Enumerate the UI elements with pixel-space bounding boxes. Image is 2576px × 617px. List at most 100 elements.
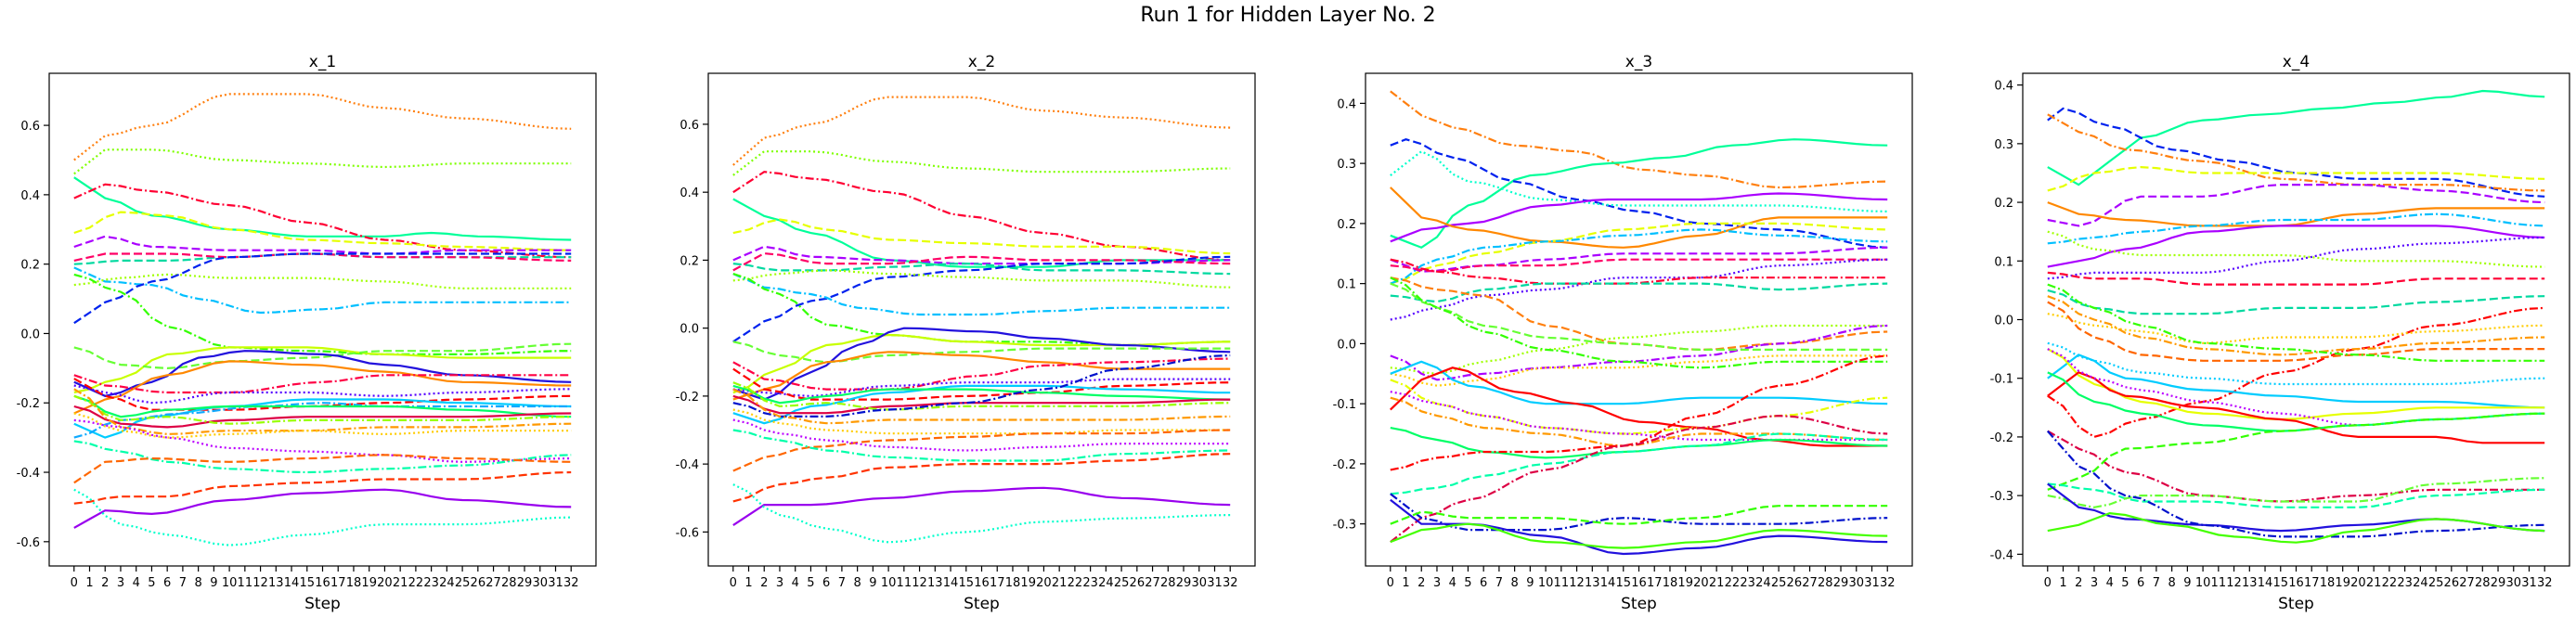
- series-line-28: [2047, 482, 2545, 533]
- x-tick-label: 20: [2350, 576, 2366, 590]
- panel-title: x_3: [1625, 53, 1652, 71]
- y-tick-label: -0.1: [1990, 373, 2013, 387]
- x-tick-label: 11: [2211, 576, 2227, 590]
- series-line-15: [732, 341, 1231, 364]
- x-tick-label: 17: [990, 576, 1005, 590]
- x-tick-label: 10: [1538, 576, 1554, 590]
- x-tick-label: 32: [2537, 576, 2553, 590]
- x-tick-label: 1: [1402, 576, 1409, 590]
- x-tick-label: 7: [2153, 576, 2160, 590]
- series-line-30: [1390, 505, 1888, 525]
- x-axis-label: Step: [1621, 595, 1657, 613]
- series-line-16: [732, 351, 1231, 401]
- series-line-1: [732, 96, 1231, 166]
- series-line-30: [732, 453, 1231, 503]
- x-tick-label: 15: [1615, 576, 1631, 590]
- x-tick-label: 10: [2195, 576, 2211, 590]
- x-tick-label: 1: [744, 576, 752, 590]
- x-tick-label: 7: [1495, 576, 1503, 590]
- x-tick-label: 0: [730, 576, 737, 590]
- series-line-23: [73, 405, 572, 429]
- x-tick-label: 6: [822, 576, 830, 590]
- x-tick-label: 18: [346, 576, 362, 590]
- x-tick-label: 16: [1631, 576, 1647, 590]
- series-line-22: [73, 394, 572, 418]
- x-tick-label: 23: [1740, 576, 1755, 590]
- x-tick-label: 15: [299, 576, 315, 590]
- y-tick-label: 0.0: [1337, 338, 1356, 352]
- x-tick-label: 5: [2121, 576, 2129, 590]
- series-line-24: [2047, 430, 2545, 503]
- x-tick-label: 23: [423, 576, 439, 590]
- series-line-12: [2047, 289, 2545, 315]
- chart-panel-4: -0.4-0.3-0.2-0.10.00.10.20.30.40 1 2 3 4 5 6 7 8…: [1990, 53, 2570, 613]
- series-line-18: [2047, 353, 2545, 409]
- series-line-20: [2047, 348, 2545, 421]
- chart-panel-3: -0.3-0.2-0.10.00.10.20.30.40 1 2 3 4 5 6 7 8 9 10 1…: [1333, 53, 1913, 613]
- series-line-26: [732, 408, 1231, 435]
- y-tick-label: -0.4: [17, 467, 40, 481]
- y-tick-label: 0.6: [680, 119, 699, 133]
- x-tick-label: 17: [1647, 576, 1663, 590]
- series-line-7: [732, 262, 1231, 276]
- series-line-4: [2047, 165, 2545, 192]
- series-line-8: [73, 252, 572, 262]
- series-line-14: [732, 327, 1231, 401]
- x-tick-label: 21: [393, 576, 408, 590]
- x-tick-label: 26: [1787, 576, 1803, 590]
- x-tick-label: 19: [361, 576, 377, 590]
- x-tick-label: 4: [133, 576, 140, 590]
- y-tick-label: 0.2: [1337, 218, 1356, 232]
- x-tick-label: 18: [1005, 576, 1021, 590]
- series-line-28: [73, 440, 572, 474]
- series-line-25: [73, 388, 572, 436]
- series-line-24: [1390, 427, 1888, 459]
- series-line-5: [73, 211, 572, 251]
- series-line-13: [1390, 282, 1888, 303]
- series-line-27: [732, 429, 1231, 472]
- x-tick-label: 24: [1755, 576, 1771, 590]
- x-axis-label: Step: [304, 595, 341, 613]
- x-tick-label: 22: [408, 576, 424, 590]
- series-line-3: [73, 176, 572, 241]
- series-line-6: [1390, 186, 1888, 249]
- x-tick-label: 16: [315, 576, 330, 590]
- series-line-9: [73, 266, 572, 315]
- plot-frame: [2022, 72, 2570, 567]
- x-tick-label: 6: [163, 576, 171, 590]
- series-line-8: [2047, 225, 2545, 268]
- series-line-3: [732, 171, 1231, 262]
- panel-title: x_1: [309, 53, 336, 71]
- series-line-24: [732, 353, 1231, 418]
- y-tick-label: -0.6: [676, 526, 699, 540]
- x-tick-label: 5: [148, 576, 155, 590]
- x-tick-label: 31: [2521, 576, 2537, 590]
- y-tick-label: -0.2: [1333, 458, 1356, 472]
- x-tick-label: 24: [439, 576, 455, 590]
- x-tick-label: 6: [2137, 576, 2144, 590]
- x-tick-label: 27: [2459, 576, 2475, 590]
- series-line-9: [732, 255, 1231, 343]
- series-line-17: [73, 374, 572, 394]
- x-tick-label: 7: [179, 576, 187, 590]
- y-tick-label: 0.0: [680, 323, 699, 337]
- x-tick-label: 3: [776, 576, 783, 590]
- x-tick-label: 20: [1036, 576, 1052, 590]
- series-group: [732, 96, 1231, 544]
- x-tick-label: 0: [71, 576, 78, 590]
- series-line-24: [73, 394, 572, 425]
- x-tick-label: 23: [2397, 576, 2413, 590]
- x-tick-label: 32: [1880, 576, 1896, 590]
- series-line-21: [2047, 371, 2545, 444]
- plot-frame: [707, 72, 1256, 567]
- series-line-5: [2047, 184, 2545, 227]
- x-tick-label: 19: [2335, 576, 2350, 590]
- series-line-14: [2047, 313, 2545, 344]
- series-line-12: [732, 273, 1231, 347]
- series-line-2: [73, 148, 572, 175]
- x-tick-label: 3: [117, 576, 124, 590]
- x-tick-label: 15: [2272, 576, 2288, 590]
- series-line-23: [2047, 371, 2545, 432]
- x-tick-label: 26: [471, 576, 486, 590]
- x-tick-label: 31: [1864, 576, 1880, 590]
